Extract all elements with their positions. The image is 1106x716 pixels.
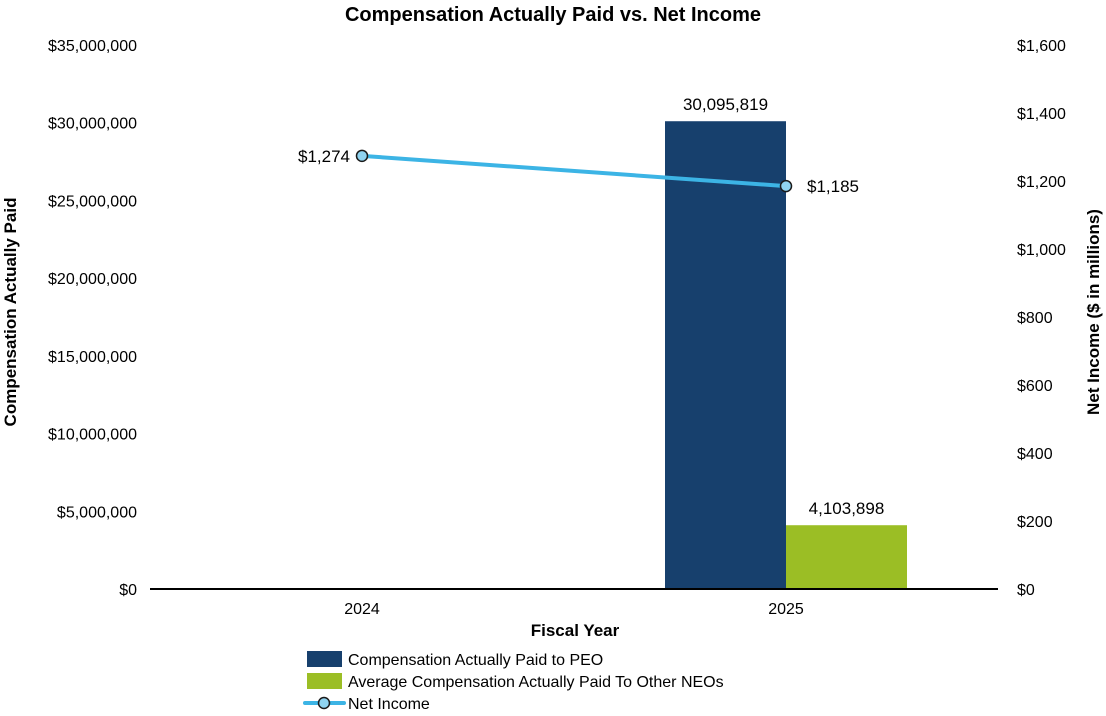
left-y-tick-label: $35,000,000 xyxy=(48,38,137,55)
line-point xyxy=(355,149,369,163)
x-axis: 2024 2025 xyxy=(344,601,804,618)
left-y-tick-label: $30,000,000 xyxy=(48,116,137,133)
left-y-tick-label: $5,000,000 xyxy=(57,504,137,521)
right-y-tick-label: $1,000 xyxy=(1017,242,1066,259)
right-y-tick-label: $800 xyxy=(1017,310,1053,327)
left-y-tick-label: $15,000,000 xyxy=(48,349,137,366)
chart-title: Compensation Actually Paid vs. Net Incom… xyxy=(345,4,761,26)
bars-layer: 30,095,819 4,103,898 xyxy=(665,95,907,590)
left-y-tick-label: $10,000,000 xyxy=(48,427,137,444)
left-y-axis: $0 $5,000,000 $10,000,000 $15,000,000 $20,00… xyxy=(48,38,137,599)
right-y-tick-label: $600 xyxy=(1017,378,1053,395)
left-y-tick-label: $20,000,000 xyxy=(48,271,137,288)
legend-label: Compensation Actually Paid to PEO xyxy=(348,652,603,669)
bar-data-label: 4,103,898 xyxy=(809,499,885,518)
left-y-tick-label: $0 xyxy=(119,582,137,599)
x-axis-title: Fiscal Year xyxy=(531,621,620,640)
right-y-tick-label: $1,600 xyxy=(1017,38,1066,55)
bar-data-label: 30,095,819 xyxy=(683,95,768,114)
bar xyxy=(786,525,907,589)
x-tick-label: 2024 xyxy=(344,601,380,618)
right-y-tick-label: $1,400 xyxy=(1017,106,1066,123)
legend-label: Average Compensation Actually Paid To Ot… xyxy=(348,674,724,691)
line-point xyxy=(779,179,793,193)
legend: Compensation Actually Paid to PEO Average… xyxy=(303,651,724,713)
legend-marker xyxy=(317,696,331,710)
left-y-axis-title: Compensation Actually Paid xyxy=(1,198,20,427)
bar xyxy=(665,121,786,590)
right-y-tick-label: $0 xyxy=(1017,582,1035,599)
x-tick-label: 2025 xyxy=(768,601,804,618)
right-y-tick-label: $400 xyxy=(1017,446,1053,463)
legend-swatch xyxy=(307,673,342,689)
legend-label: Net Income xyxy=(348,696,430,713)
right-y-tick-label: $200 xyxy=(1017,514,1053,531)
right-y-tick-label: $1,200 xyxy=(1017,174,1066,191)
line-series xyxy=(360,153,788,189)
line-layer: $1,274 $1,185 xyxy=(298,147,859,196)
line-data-label: $1,185 xyxy=(807,177,859,196)
right-y-axis: $0 $200 $400 $600 $800 $1,000 $1,200 $1,400 $1,6… xyxy=(1017,38,1066,599)
line-data-label: $1,274 xyxy=(298,147,350,166)
left-y-tick-label: $25,000,000 xyxy=(48,193,137,210)
legend-swatch xyxy=(307,651,342,667)
right-y-axis-title: Net Income ($ in millions) xyxy=(1084,209,1103,415)
